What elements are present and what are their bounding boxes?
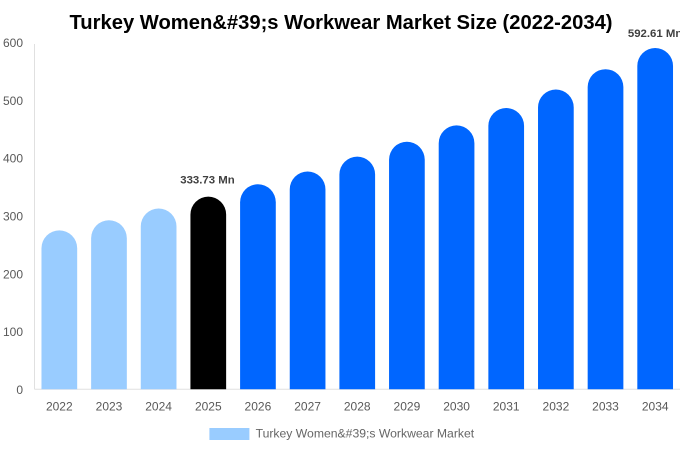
svg-text:0: 0 [16,383,23,397]
svg-text:600: 600 [3,36,23,50]
svg-text:2032: 2032 [543,400,570,414]
svg-text:500: 500 [3,94,23,108]
svg-text:100: 100 [3,325,23,339]
svg-text:2023: 2023 [96,400,123,414]
svg-text:2030: 2030 [443,400,470,414]
svg-text:Turkey Women&#39;s Workwear Ma: Turkey Women&#39;s Workwear Market Size … [69,12,612,34]
svg-text:2033: 2033 [592,400,619,414]
svg-text:2029: 2029 [394,400,421,414]
svg-text:2026: 2026 [245,400,272,414]
svg-text:2027: 2027 [294,400,321,414]
svg-text:333.73 Mn: 333.73 Mn [180,175,234,187]
svg-text:Turkey Women&#39;s Workwear Ma: Turkey Women&#39;s Workwear Market [256,426,475,440]
svg-text:400: 400 [3,152,23,166]
svg-text:200: 200 [3,267,23,281]
svg-text:2031: 2031 [493,400,520,414]
svg-text:592.61 Mn: 592.61 Mn [628,28,680,40]
svg-text:2022: 2022 [46,400,73,414]
svg-text:2034: 2034 [642,400,669,414]
svg-text:2025: 2025 [195,400,222,414]
svg-text:2024: 2024 [145,400,172,414]
svg-text:300: 300 [3,210,23,224]
svg-text:2028: 2028 [344,400,371,414]
